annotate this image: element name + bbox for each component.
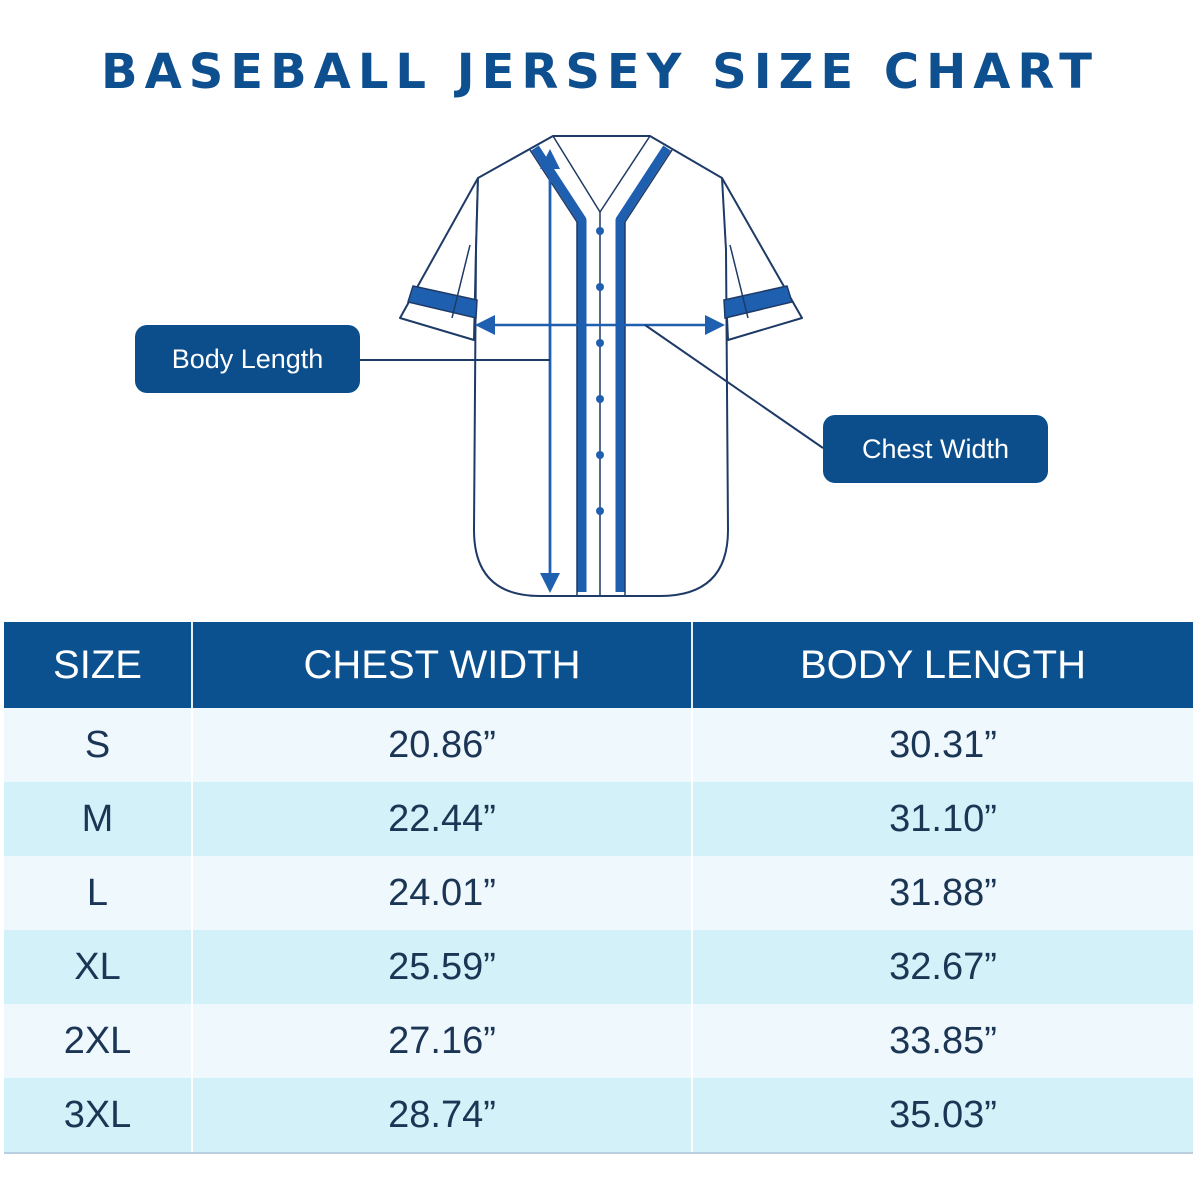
- chest-width-cell: 28.74”: [192, 1078, 693, 1154]
- table-row: M 22.44” 31.10”: [4, 782, 1193, 856]
- chest-width-cell: 20.86”: [192, 708, 693, 782]
- chest-width-column-header: CHEST WIDTH: [192, 622, 693, 708]
- body-length-callout: Body Length: [135, 325, 360, 393]
- size-cell: M: [4, 782, 193, 856]
- jersey-diagram: [360, 135, 824, 597]
- body-length-column-header: BODY LENGTH: [692, 622, 1193, 708]
- sleeve-stripe-right: [723, 285, 793, 319]
- table-row: 3XL 28.74” 35.03”: [4, 1078, 1193, 1154]
- table-row: 2XL 27.16” 33.85”: [4, 1004, 1193, 1078]
- table-row: L 24.01” 31.88”: [4, 856, 1193, 930]
- size-cell: 2XL: [4, 1004, 193, 1078]
- size-cell: L: [4, 856, 193, 930]
- size-chart-table: SIZE CHEST WIDTH BODY LENGTH S 20.86” 30…: [4, 622, 1193, 1154]
- table-row: S 20.86” 30.31”: [4, 708, 1193, 782]
- body-length-cell: 30.31”: [692, 708, 1193, 782]
- size-cell: 3XL: [4, 1078, 193, 1154]
- chest-width-cell: 27.16”: [192, 1004, 693, 1078]
- size-column-header: SIZE: [4, 622, 193, 708]
- body-length-cell: 31.88”: [692, 856, 1193, 930]
- body-length-cell: 33.85”: [692, 1004, 1193, 1078]
- body-length-cell: 35.03”: [692, 1078, 1193, 1154]
- jersey-buttons: [596, 227, 604, 515]
- table-header-row: SIZE CHEST WIDTH BODY LENGTH: [4, 622, 1193, 708]
- chest-width-cell: 24.01”: [192, 856, 693, 930]
- chest-width-cell: 22.44”: [192, 782, 693, 856]
- body-length-cell: 31.10”: [692, 782, 1193, 856]
- jersey-illustration: [399, 135, 803, 597]
- chest-width-leader: [644, 324, 824, 449]
- size-cell: S: [4, 708, 193, 782]
- table-row: XL 25.59” 32.67”: [4, 930, 1193, 1004]
- size-cell: XL: [4, 930, 193, 1004]
- chest-width-callout: Chest Width: [823, 415, 1048, 483]
- page-title: BASEBALL JERSEY SIZE CHART: [101, 44, 1099, 100]
- body-length-cell: 32.67”: [692, 930, 1193, 1004]
- chest-width-cell: 25.59”: [192, 930, 693, 1004]
